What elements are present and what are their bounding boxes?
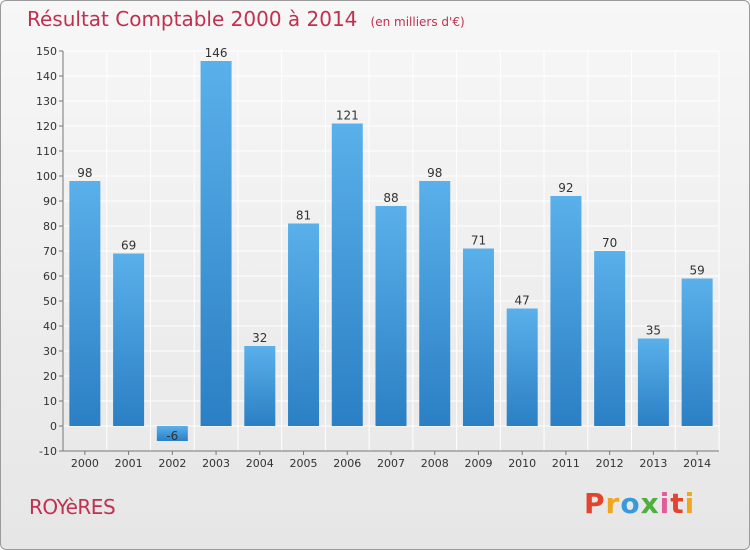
x-tick-label-2012: 2012 <box>596 457 624 470</box>
y-tick-label: 100 <box>36 170 57 183</box>
axes <box>59 50 719 455</box>
y-tick-label: -10 <box>39 445 57 458</box>
bar-2005 <box>288 223 320 426</box>
bar-2013 <box>637 338 669 426</box>
bar-2002 <box>156 426 188 441</box>
y-tick-label: 120 <box>36 120 57 133</box>
x-tick-label-2003: 2003 <box>202 457 230 470</box>
data-label-2009: 71 <box>471 234 486 248</box>
tick-labels: -10 0 10 20 30 40 50 60 70 80 90 100 110 120 130 140 150… <box>36 45 711 470</box>
y-tick-label: 60 <box>43 270 57 283</box>
unit-note: (en milliers d'€) <box>370 15 465 29</box>
x-tick-label-2004: 2004 <box>246 457 274 470</box>
y-tick-label: 70 <box>43 245 57 258</box>
x-tick-label-2006: 2006 <box>333 457 361 470</box>
data-label-2005: 81 <box>296 209 311 223</box>
chart-title: Résultat Comptable 2000 à 2014 (en milli… <box>27 7 465 31</box>
y-tick-label: 130 <box>36 95 57 108</box>
x-tick-label-2011: 2011 <box>552 457 580 470</box>
y-tick-label: 40 <box>43 320 57 333</box>
bar-2000 <box>69 181 101 426</box>
data-label-2013: 35 <box>646 324 661 338</box>
data-label-2000: 98 <box>77 166 92 180</box>
x-tick-label-2009: 2009 <box>464 457 492 470</box>
y-tick-label: 90 <box>43 195 57 208</box>
x-tick-label-2014: 2014 <box>683 457 711 470</box>
brand-logo: Proxiti <box>584 487 696 520</box>
x-tick-label-2007: 2007 <box>377 457 405 470</box>
y-tick-label: 150 <box>36 45 57 58</box>
y-tick-label: 20 <box>43 370 57 383</box>
bar-2004 <box>244 346 276 426</box>
y-tick-label: 80 <box>43 220 57 233</box>
y-tick-label: 10 <box>43 395 57 408</box>
bar-2006 <box>331 123 363 426</box>
bar-2009 <box>462 248 494 426</box>
bar-2010 <box>506 308 538 426</box>
x-tick-label-2010: 2010 <box>508 457 536 470</box>
bar-2011 <box>550 196 582 426</box>
data-label-2002: -6 <box>166 429 178 443</box>
data-label-2010: 47 <box>515 294 530 308</box>
data-label-2011: 92 <box>558 181 573 195</box>
y-tick-label: 110 <box>36 145 57 158</box>
data-label-2003: 146 <box>205 46 228 60</box>
bar-2007 <box>375 206 407 426</box>
data-label-2012: 70 <box>602 236 617 250</box>
data-label-2006: 121 <box>336 109 359 123</box>
x-tick-label-2013: 2013 <box>639 457 667 470</box>
data-label-2001: 69 <box>121 239 136 253</box>
chart-title-text: Résultat Comptable 2000 à 2014 <box>27 7 358 31</box>
bars <box>69 61 713 441</box>
y-tick-label: 140 <box>36 70 57 83</box>
data-label-2004: 32 <box>252 331 267 345</box>
data-label-2014: 59 <box>689 264 704 278</box>
x-tick-label-2008: 2008 <box>421 457 449 470</box>
bar-2008 <box>419 181 451 426</box>
bar-2003 <box>200 61 232 426</box>
y-tick-label: 30 <box>43 345 57 358</box>
data-label-2008: 98 <box>427 166 442 180</box>
bar-2001 <box>113 253 145 426</box>
y-tick-label: 50 <box>43 295 57 308</box>
x-tick-label-2002: 2002 <box>158 457 186 470</box>
x-tick-label-2001: 2001 <box>115 457 143 470</box>
bar-2014 <box>681 278 713 426</box>
data-labels: 98 69 -6 146 32 81 121 88 98 71 47 92 70 35 59 <box>77 46 705 443</box>
x-tick-label-2005: 2005 <box>290 457 318 470</box>
data-label-2007: 88 <box>383 191 398 205</box>
y-tick-label: 0 <box>50 420 57 433</box>
x-tick-label-2000: 2000 <box>71 457 99 470</box>
bar-2012 <box>594 251 626 426</box>
commune-name: ROYèRES <box>29 495 116 519</box>
